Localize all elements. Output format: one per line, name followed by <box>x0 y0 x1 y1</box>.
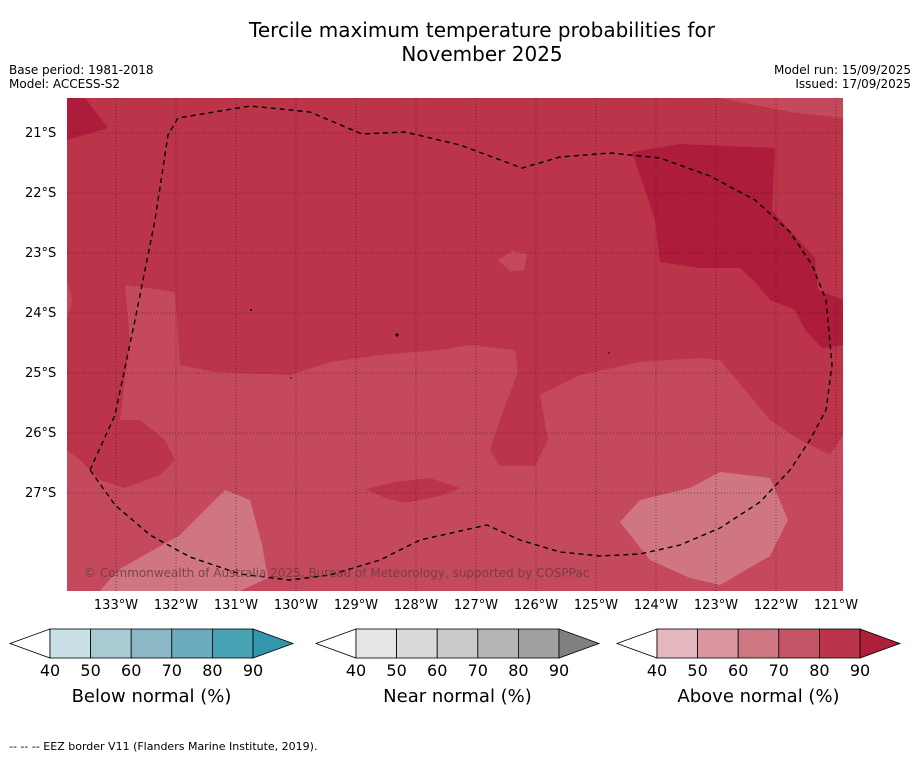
lon-label-133: 133°W <box>93 598 139 613</box>
lon-label-129: 129°W <box>333 598 379 613</box>
copyright-text: © Commonwealth of Australia 2025, Bureau… <box>84 566 590 580</box>
model-run-label: Model run: 15/09/2025 <box>773 63 911 77</box>
lon-label-125: 125°W <box>573 598 619 613</box>
lon-label-122: 122°W <box>753 598 799 613</box>
colorbar-near-segment <box>436 628 479 659</box>
eez-footnote: -- -- -- EEZ border V11 (Flanders Marine… <box>9 740 318 753</box>
lat-label-25: 25°S <box>25 366 57 381</box>
region-70-top-right <box>720 98 843 118</box>
eez-border <box>89 105 833 581</box>
region-60-southeast <box>620 472 788 585</box>
base-period-label: Base period: 1981-2018 <box>9 63 154 77</box>
colorbar-below-segment <box>49 628 91 659</box>
colorbar-below-tick-label: 50 <box>80 661 101 680</box>
colorbar-near-segment <box>477 628 519 659</box>
colorbars <box>8 628 902 659</box>
colorbar-above-segment <box>697 628 739 659</box>
colorbar-near-segment <box>355 628 397 659</box>
title-line-1: Tercile maximum temperature probabilitie… <box>249 18 715 42</box>
colorbar-near-tick-label: 50 <box>386 661 407 680</box>
colorbar-below-segment <box>211 628 254 659</box>
colorbar-above-tick-label: 90 <box>849 661 871 680</box>
colorbar-below-tick-label: 70 <box>161 661 182 680</box>
meta-right: Model run: 15/09/2025 Issued: 17/09/2025 <box>774 63 911 91</box>
colorbar-near-extend-low <box>314 628 357 659</box>
graticule <box>67 98 843 591</box>
colorbar-above-title: Above normal (%) <box>677 686 840 707</box>
lon-label-124: 124°W <box>633 598 679 613</box>
lon-label-127: 127°W <box>453 598 499 613</box>
colorbar-above-tick-label: 60 <box>728 661 749 680</box>
lon-label-132: 132°W <box>153 598 199 613</box>
colorbar-below-extend-low <box>8 628 51 659</box>
lon-label-121: 121°W <box>813 598 859 613</box>
colorbar-near-segment <box>396 628 438 659</box>
colorbar-above-segment <box>778 628 820 659</box>
colorbar-near-tick-label: 40 <box>345 661 367 680</box>
colorbar-above-extend-high <box>859 628 902 659</box>
colorbar-near-tick-label: 70 <box>467 661 488 680</box>
region-70-west-edge <box>67 280 72 320</box>
island-markers <box>250 309 610 379</box>
lat-label-27: 27°S <box>25 486 57 501</box>
colorbar-above-segment <box>737 628 780 659</box>
meta-left: Base period: 1981-2018 Model: ACCESS-S2 <box>9 63 154 91</box>
colorbar-above-tick-label: 80 <box>809 661 830 680</box>
colorbar-near-tick-label: 90 <box>548 661 570 680</box>
colorbar-above-tick-label: 50 <box>687 661 708 680</box>
colorbar-below-tick-label: 60 <box>121 661 142 680</box>
lon-label-123: 123°W <box>693 598 739 613</box>
lon-label-131: 131°W <box>213 598 259 613</box>
colorbar-near-title: Near normal (%) <box>383 686 532 707</box>
lat-label-24: 24°S <box>25 306 57 321</box>
region-70-blob <box>498 251 527 271</box>
colorbar-below-tick-label: 90 <box>242 661 264 680</box>
colorbar-below-tick-label: 80 <box>202 661 223 680</box>
colorbar-above-segment <box>819 628 861 659</box>
lat-label-26: 26°S <box>25 426 57 441</box>
colorbar-near-segment <box>518 628 560 659</box>
colorbar-below-extend-high <box>252 628 295 659</box>
region-90-northeast <box>632 144 843 348</box>
title-line-2: November 2025 <box>401 42 563 66</box>
colorbar-below-segment <box>90 628 132 659</box>
issued-label: Issued: 17/09/2025 <box>795 77 911 91</box>
map-title: Tercile maximum temperature probabilitie… <box>0 18 919 66</box>
lon-label-126: 126°W <box>513 598 559 613</box>
colorbar-below-segment <box>171 628 213 659</box>
region-60-southwest <box>100 490 268 591</box>
probability-map <box>67 98 843 591</box>
colorbar-near-extend-high <box>558 628 601 659</box>
lat-label-23: 23°S <box>25 246 57 261</box>
colorbar-near-tick-label: 60 <box>427 661 448 680</box>
lon-label-128: 128°W <box>393 598 439 613</box>
colorbar-near-tick-label: 80 <box>508 661 529 680</box>
colorbar-below-title: Below normal (%) <box>71 686 232 707</box>
colorbar-above-extend-low <box>615 628 658 659</box>
colorbar-below-segment <box>130 628 173 659</box>
colorbar-above-tick-label: 40 <box>646 661 668 680</box>
lon-label-130: 130°W <box>273 598 319 613</box>
colorbar-above-tick-label: 70 <box>768 661 789 680</box>
lat-label-21: 21°S <box>25 126 57 141</box>
colorbar-above-segment <box>656 628 698 659</box>
lat-label-22: 22°S <box>25 186 57 201</box>
model-label: Model: ACCESS-S2 <box>9 77 121 91</box>
colorbar-below-tick-label: 40 <box>39 661 61 680</box>
region-90-northwest <box>67 98 108 140</box>
region-80-blob <box>366 478 460 503</box>
